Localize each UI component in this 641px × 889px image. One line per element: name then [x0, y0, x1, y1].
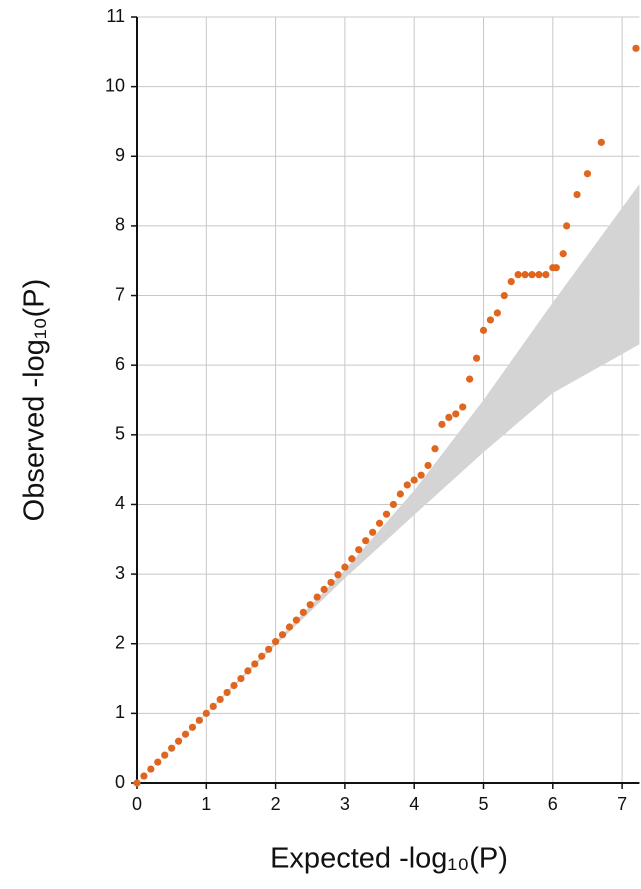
point: [251, 660, 259, 668]
point: [479, 326, 488, 334]
point: [133, 779, 141, 787]
x-tick-label: 5: [478, 794, 488, 814]
point: [195, 716, 203, 724]
x-tick-label: 6: [548, 794, 558, 814]
point: [230, 681, 238, 690]
point: [563, 222, 571, 230]
y-tick-label: 2: [115, 632, 125, 652]
x-tick-label: 0: [132, 794, 142, 814]
point: [500, 291, 508, 300]
point: [161, 751, 169, 759]
point: [244, 667, 252, 675]
point: [168, 744, 176, 752]
y-tick-label: 1: [115, 702, 125, 722]
point: [389, 500, 398, 509]
point: [403, 481, 411, 489]
point: [542, 271, 550, 279]
point: [209, 702, 217, 711]
point: [528, 271, 536, 279]
x-axis-title: Expected -log₁₀(P): [270, 843, 508, 875]
point: [237, 674, 245, 683]
point: [452, 410, 460, 418]
point: [202, 709, 210, 717]
point: [140, 772, 148, 780]
point: [362, 537, 370, 545]
point: [265, 645, 273, 653]
point: [552, 264, 560, 272]
y-axis-title: Observed -log₁₀(P): [19, 279, 51, 522]
point: [320, 585, 328, 594]
point: [147, 765, 155, 773]
y-tick-label: 0: [115, 772, 125, 792]
point: [334, 571, 342, 579]
point: [223, 688, 231, 697]
x-tick-label: 4: [409, 794, 419, 814]
y-tick-label: 3: [115, 563, 125, 583]
point: [431, 445, 439, 453]
point: [535, 271, 543, 279]
point: [348, 555, 356, 563]
point: [278, 631, 287, 639]
point: [313, 593, 321, 601]
y-tick-label: 7: [115, 284, 125, 304]
y-tick-label: 5: [115, 424, 125, 444]
point: [597, 138, 605, 146]
x-tick-label: 1: [201, 794, 211, 814]
y-tick-label: 4: [115, 493, 125, 513]
point: [188, 723, 197, 731]
point: [507, 278, 515, 286]
confidence-band: [137, 184, 640, 784]
point: [486, 316, 495, 324]
point: [285, 623, 294, 631]
point: [272, 638, 280, 646]
point: [154, 758, 162, 766]
point: [181, 730, 190, 738]
y-tick-label: 9: [115, 145, 125, 165]
y-tick-label: 10: [105, 75, 125, 95]
point: [355, 546, 363, 554]
point: [327, 578, 335, 587]
point: [292, 616, 300, 624]
point: [632, 44, 640, 52]
point: [559, 250, 567, 258]
point: [514, 271, 522, 279]
point: [299, 608, 307, 616]
x-tick-label: 3: [340, 794, 350, 814]
point: [459, 403, 467, 411]
point: [258, 652, 266, 660]
y-tick-label: 8: [115, 215, 125, 235]
y-tick-label: 11: [106, 6, 125, 26]
point: [573, 190, 581, 199]
point: [369, 528, 377, 536]
point: [382, 510, 391, 518]
point: [396, 490, 404, 498]
x-tick-label: 7: [617, 794, 627, 814]
point: [438, 420, 446, 428]
point: [341, 563, 349, 571]
x-tick-label: 2: [271, 794, 281, 814]
point: [216, 695, 224, 704]
point: [375, 519, 384, 527]
point: [466, 375, 474, 383]
point: [417, 471, 425, 479]
point: [410, 476, 418, 484]
point: [306, 601, 314, 609]
point: [493, 309, 501, 317]
point: [174, 737, 183, 745]
point: [583, 170, 592, 178]
point: [521, 271, 529, 279]
point: [472, 354, 481, 362]
point: [445, 413, 453, 422]
y-tick-label: 6: [115, 354, 125, 374]
point: [424, 461, 432, 470]
